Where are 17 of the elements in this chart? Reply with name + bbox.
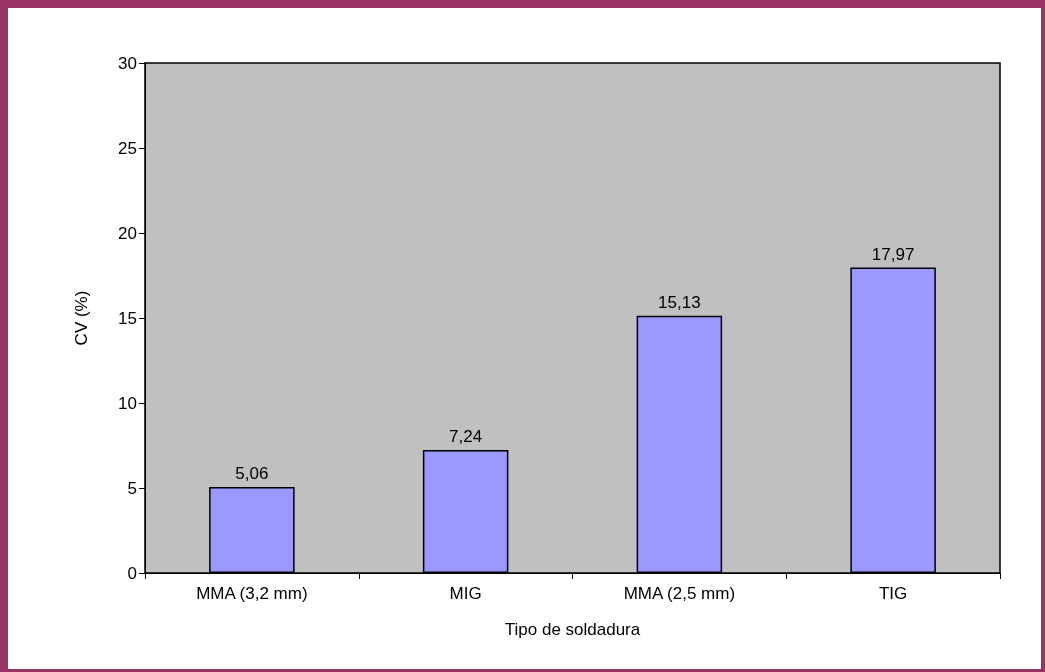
y-axis-title: CV (%)	[72, 290, 91, 346]
y-tick-label: 25	[118, 138, 137, 158]
y-tick-label: 5	[127, 478, 137, 498]
x-tick-label: MIG	[449, 584, 482, 603]
y-tick-label: 10	[118, 393, 137, 413]
data-label: 17,97	[871, 244, 915, 264]
y-tick-label: 20	[118, 223, 137, 243]
data-label: 15,13	[658, 292, 701, 312]
x-tick-label: MMA (3,2 mm)	[196, 584, 308, 603]
x-tick-label: TIG	[878, 584, 908, 603]
x-tick-label: MMA (2,5 mm)	[623, 584, 736, 603]
y-tick-label: 15	[118, 308, 137, 328]
x-axis-title: Tipo de soldadura	[504, 620, 641, 639]
data-label: 7,24	[449, 426, 483, 446]
data-label: 5,06	[235, 463, 269, 483]
y-tick-label: 0	[127, 563, 137, 583]
y-tick-label: 30	[118, 53, 137, 73]
